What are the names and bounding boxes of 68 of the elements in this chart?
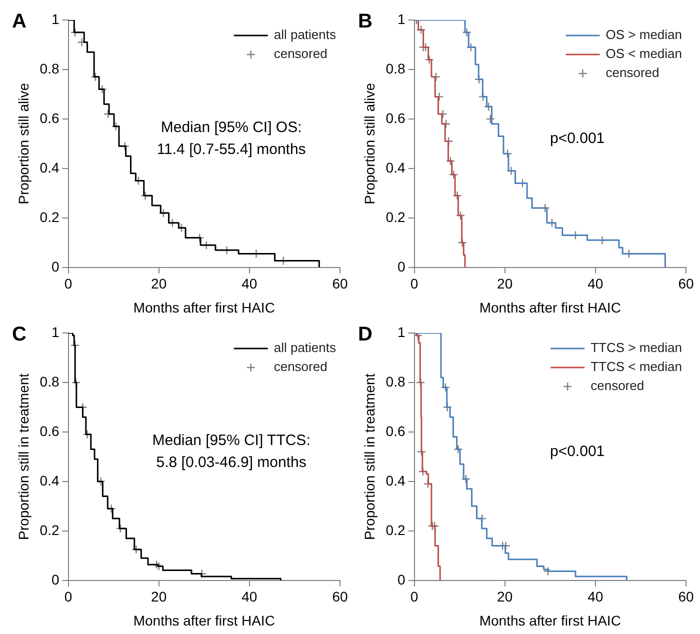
legend-label: TTCS > median (590, 340, 682, 356)
annotation: 5.8 [0.03-46.9] months (156, 454, 306, 471)
y-tick-label: 0.6 (386, 110, 406, 126)
x-axis-title: Months after first HAIC (133, 612, 275, 628)
y-tick-label: 0 (51, 571, 60, 588)
y-tick-label: 0.8 (40, 373, 60, 390)
y-tick-label: 0.4 (40, 472, 60, 488)
x-tick-label: 20 (497, 276, 513, 292)
legend-label: censored (590, 378, 644, 394)
legend-label: censored (274, 46, 328, 62)
y-tick-label: 0.2 (40, 208, 60, 225)
legend-label: censored (274, 359, 328, 374)
x-tick-label: 60 (678, 588, 694, 605)
legend-label: censored (606, 65, 660, 80)
y-tick-label: 0.8 (386, 373, 406, 390)
x-axis-title: Months after first HAIC (479, 612, 621, 628)
y-tick-label: 0 (397, 258, 406, 274)
y-tick-label: 0.4 (386, 472, 406, 488)
x-axis-title: Months after first HAIC (479, 299, 621, 316)
legend-label: all patients (274, 27, 336, 42)
y-tick-label: 0 (397, 571, 406, 588)
annotation: Median [95% CI] TTCS: (152, 432, 310, 449)
legend-label: OS < median (606, 46, 682, 62)
x-tick-label: 40 (588, 588, 604, 605)
y-axis-title: Proportion still in treatment (361, 373, 378, 540)
y-tick-label: 1 (51, 10, 60, 27)
chart-title: C (12, 324, 26, 346)
x-tick-label: 40 (242, 276, 258, 292)
y-tick-label: 1 (397, 10, 406, 27)
y-tick-label: 1 (51, 324, 60, 340)
y-tick-label: 0.6 (40, 110, 60, 126)
y-tick-label: 1 (397, 324, 406, 340)
x-tick-label: 20 (151, 588, 167, 605)
x-tick-label: 0 (410, 276, 418, 292)
y-axis-title: Proportion still alive (15, 82, 32, 204)
x-tick-label: 60 (332, 276, 348, 292)
y-tick-label: 0.4 (386, 159, 406, 176)
y-tick-label: 0.2 (386, 522, 406, 538)
x-tick-label: 20 (151, 276, 167, 292)
x-tick-label: 0 (64, 588, 72, 605)
y-tick-label: 0.4 (40, 159, 60, 176)
legend-label: OS > median (606, 27, 682, 42)
annotation: 11.4 [0.7-55.4] months (156, 140, 306, 158)
y-axis-title: Proportion still in treatment (15, 373, 32, 540)
annotation: Median [95% CI] OS: (160, 118, 302, 136)
y-axis-title: Proportion still alive (361, 82, 378, 204)
annotation: p<0.001 (550, 130, 605, 147)
x-tick-label: 40 (588, 276, 604, 292)
chart-title: A (12, 10, 26, 33)
x-axis-title: Months after first HAIC (133, 299, 275, 316)
legend-label: all patients (274, 340, 336, 356)
x-tick-label: 60 (678, 276, 694, 292)
y-tick-label: 0.8 (386, 60, 406, 76)
x-tick-label: 20 (497, 588, 513, 605)
x-tick-label: 0 (410, 588, 418, 605)
chart-title: D (358, 324, 372, 346)
x-tick-label: 0 (64, 276, 72, 292)
x-tick-label: 40 (242, 588, 258, 605)
legend-label: TTCS < median (590, 359, 682, 374)
chart-title: B (358, 10, 372, 33)
y-tick-label: 0.6 (40, 422, 60, 439)
y-tick-label: 0 (51, 258, 60, 274)
annotation: p<0.001 (550, 442, 605, 460)
x-tick-label: 60 (332, 588, 348, 605)
y-tick-label: 0.8 (40, 60, 60, 76)
y-tick-label: 0.2 (40, 522, 60, 538)
y-tick-label: 0.2 (386, 208, 406, 225)
y-tick-label: 0.6 (386, 422, 406, 439)
